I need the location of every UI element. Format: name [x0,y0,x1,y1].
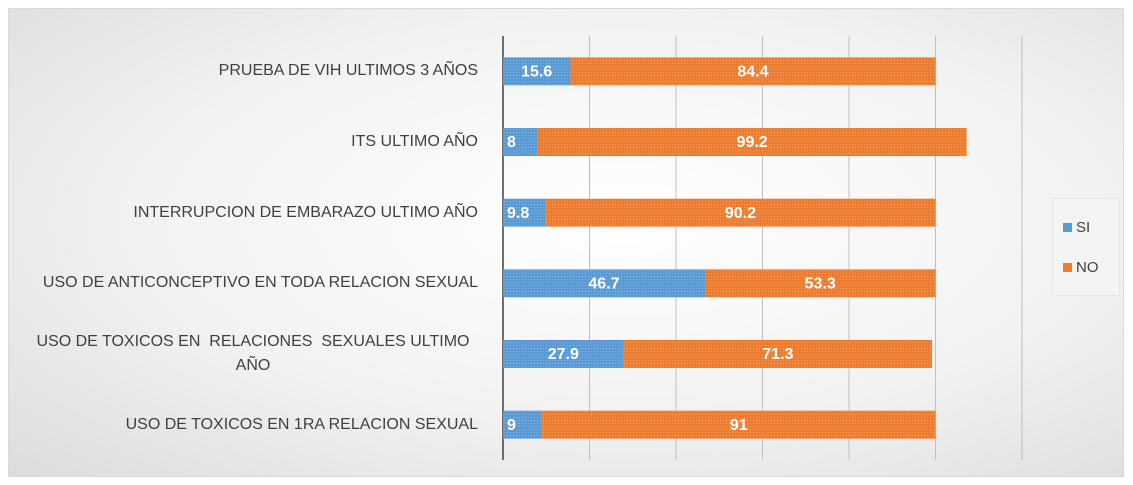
value-label: 99.2 [737,134,768,151]
legend-label: SI [1076,219,1091,236]
category-text: PRUEBA DE VIH ULTIMOS 3 AÑOS [218,62,478,80]
category-label: USO DE TOXICOS EN RELACIONES SEXUALES UL… [28,324,478,384]
bar-texture [623,340,933,368]
category-text: USO DE TOXICOS EN 1RA RELACION SEXUAL [125,415,478,433]
bar-texture [570,57,936,86]
category-text: INTERRUPCION DE EMBARAZO ULTIMO AÑO [133,203,478,221]
bar-texture [503,57,571,86]
value-label: 53.3 [805,276,836,293]
bar-texture [503,198,546,227]
value-label: 90.2 [725,205,756,222]
category-text: ITS ULTIMO AÑO [351,133,478,150]
value-label: 9 [507,417,516,434]
value-label: 9.8 [507,205,529,222]
category-label: INTERRUPCION DE EMBARAZO ULTIMO AÑO [28,183,478,243]
value-label: 8 [507,134,516,151]
bar-texture [545,198,936,227]
value-label: 46.7 [588,276,619,293]
category-label: USO DE TOXICOS EN 1RA RELACION SEXUAL [28,395,478,455]
category-label: USO DE ANTICONCEPTIVO EN TODA RELACION S… [28,253,478,313]
legend: SI NO [1052,198,1120,296]
category-label: ITS ULTIMO AÑO [28,112,478,172]
value-label: 27.9 [548,346,579,363]
bar-texture [537,128,967,156]
bar-texture [541,410,936,439]
value-label: 71.3 [762,346,793,363]
category-label: PRUEBA DE VIH ULTIMOS 3 AÑOS [28,41,478,101]
legend-entry: NO [1063,259,1099,276]
chart-area [8,8,1124,477]
value-label: 15.6 [521,64,552,81]
legend-swatch [1063,223,1072,232]
category-text: USO DE TOXICOS EN RELACIONES SEXUALES UL… [36,333,474,374]
category-text: USO DE ANTICONCEPTIVO EN TODA RELACION S… [42,274,478,292]
bar-texture [503,410,542,439]
bar-texture [503,128,538,156]
value-label: 84.4 [737,64,768,81]
legend-swatch [1063,263,1072,272]
bar-texture [503,340,624,368]
bar-texture [704,269,936,298]
legend-entry: SI [1063,219,1090,236]
legend-label: NO [1076,259,1099,276]
bar-texture [503,269,705,298]
value-label: 91 [730,417,748,434]
